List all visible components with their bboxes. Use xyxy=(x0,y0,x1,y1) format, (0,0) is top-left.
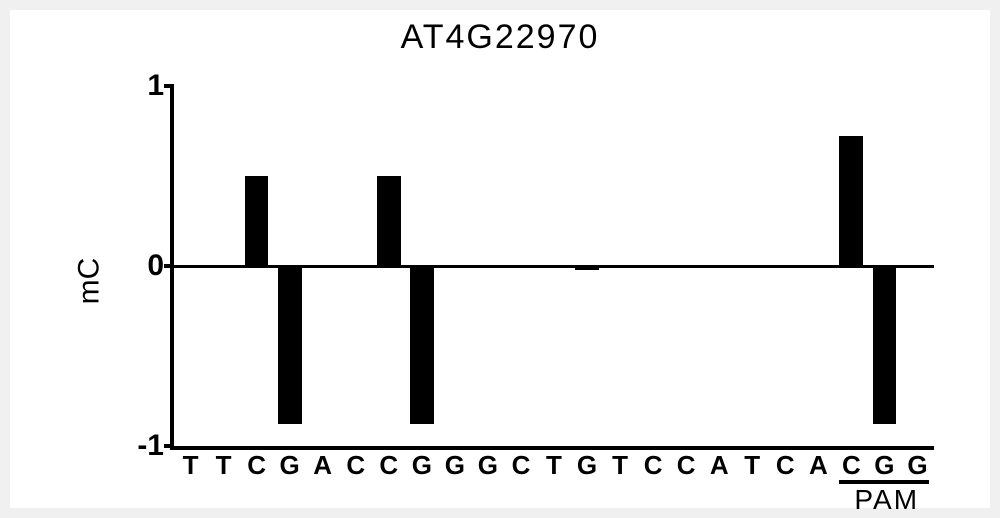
chart-title: AT4G22970 xyxy=(401,18,600,57)
plot-outer: mC -101TTCGACCGGGCTGTCCATCACGGPAM xyxy=(120,76,940,486)
xtick-label: A xyxy=(710,446,729,481)
xtick-label: T xyxy=(183,446,199,481)
xtick-label: C xyxy=(346,446,365,481)
xtick-label: C xyxy=(644,446,663,481)
xtick-label: T xyxy=(744,446,760,481)
xtick-label: C xyxy=(247,446,266,481)
ytick-label: 1 xyxy=(147,69,174,103)
bar xyxy=(245,176,269,266)
y-axis-label: mC xyxy=(72,258,106,305)
paper-area: AT4G22970 mC -101TTCGACCGGGCTGTCCATCACGG… xyxy=(10,10,990,508)
xtick-label: A xyxy=(313,446,332,481)
ytick-label: 0 xyxy=(147,249,174,283)
bar xyxy=(278,266,302,424)
pam-label: PAM xyxy=(854,484,919,516)
xtick-label: G xyxy=(478,446,498,481)
xtick-label: A xyxy=(809,446,828,481)
bar xyxy=(839,136,863,266)
xtick-label: G xyxy=(874,446,894,481)
xtick-label: C xyxy=(776,446,795,481)
xtick-label: C xyxy=(512,446,531,481)
xtick-label: G xyxy=(280,446,300,481)
xtick-label: T xyxy=(216,446,232,481)
xtick-label: C xyxy=(842,446,861,481)
xtick-label: T xyxy=(612,446,628,481)
xtick-label: T xyxy=(546,446,562,481)
bar xyxy=(873,266,897,424)
ytick-label: -1 xyxy=(137,429,174,463)
bar xyxy=(377,176,401,266)
page-root: AT4G22970 mC -101TTCGACCGGGCTGTCCATCACGG… xyxy=(0,0,1000,518)
xtick-label: C xyxy=(379,446,398,481)
bar xyxy=(575,266,599,270)
xtick-label: G xyxy=(412,446,432,481)
xtick-label: G xyxy=(577,446,597,481)
xtick-label: C xyxy=(677,446,696,481)
xtick-label: G xyxy=(907,446,927,481)
bar xyxy=(410,266,434,424)
plot-frame: -101TTCGACCGGGCTGTCCATCACGGPAM xyxy=(170,86,934,450)
xtick-label: G xyxy=(445,446,465,481)
